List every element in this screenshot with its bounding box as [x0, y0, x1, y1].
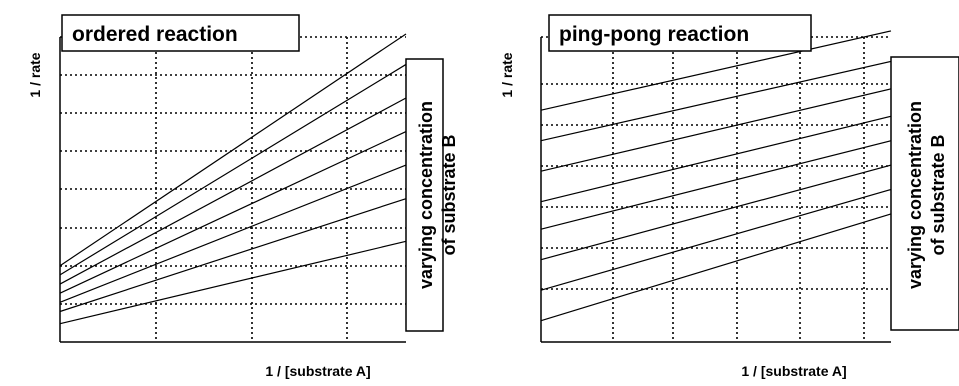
- series-line-1: [540, 213, 892, 322]
- chart-title: ping-pong reaction: [559, 23, 749, 46]
- chart-title-box: [548, 14, 812, 52]
- series-line-6: [540, 88, 892, 172]
- series-line-7: [540, 60, 892, 142]
- annotation-line-2: of substrate B: [439, 134, 459, 255]
- series-line-3: [59, 164, 407, 303]
- chart-title-box: [61, 14, 300, 52]
- series-line-3: [540, 164, 892, 261]
- series-line-2: [59, 198, 407, 313]
- series-line-6: [59, 63, 407, 276]
- annotation-box: [890, 56, 959, 331]
- y-axis-label: 1 / rate: [499, 52, 515, 97]
- series-line-2: [540, 188, 892, 291]
- x-axis-label: 1 / [substrate A]: [265, 363, 370, 379]
- series-line-5: [59, 97, 407, 285]
- annotation-line-1: varying concentration: [416, 101, 436, 289]
- series-line-4: [59, 131, 407, 294]
- series-line-5: [540, 115, 892, 203]
- ordered-reaction-panel: ordered reaction varying concentration of …: [27, 14, 459, 379]
- ping-pong-reaction-panel: ping-pong reaction varying concentration o…: [499, 14, 959, 379]
- series-line-8: [540, 30, 892, 111]
- x-axis-label: 1 / [substrate A]: [741, 363, 846, 379]
- series-line-4: [540, 140, 892, 230]
- annotation-line-2: of substrate B: [928, 134, 948, 255]
- annotation-line-1: varying concentration: [905, 101, 925, 289]
- annotation-box: [405, 58, 444, 332]
- series-line-1: [59, 240, 407, 325]
- series-line-7: [59, 33, 407, 267]
- chart-title: ordered reaction: [72, 23, 238, 46]
- y-axis-label: 1 / rate: [27, 52, 43, 97]
